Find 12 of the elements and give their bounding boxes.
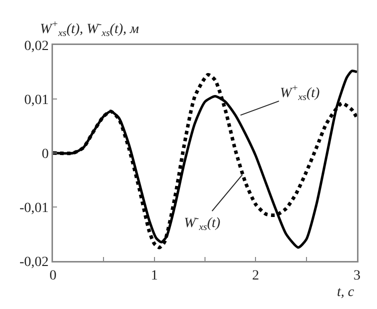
annotation: W$^{-}$$_{xs}$(t) — [184, 213, 221, 233]
x-tick-label: 1 — [150, 268, 158, 284]
y-tick-label: 0 — [42, 146, 49, 162]
x-tick-label: 2 — [252, 268, 260, 284]
y-tick-label: 0,01 — [24, 92, 49, 108]
y-tick-label: -0,01 — [20, 200, 49, 216]
annotation: W$^{+}$$_{xs}$(t) — [280, 83, 320, 103]
y-tick-label: 0,02 — [24, 38, 49, 54]
y-tick-label: -0,02 — [20, 254, 49, 270]
chart-title: W$^{+}$$_{xs}$(t), W$^{-}$$_{xs}$(t), м — [40, 19, 140, 39]
x-axis-title: t, с — [337, 285, 355, 300]
x-tick-label: 3 — [354, 268, 360, 284]
